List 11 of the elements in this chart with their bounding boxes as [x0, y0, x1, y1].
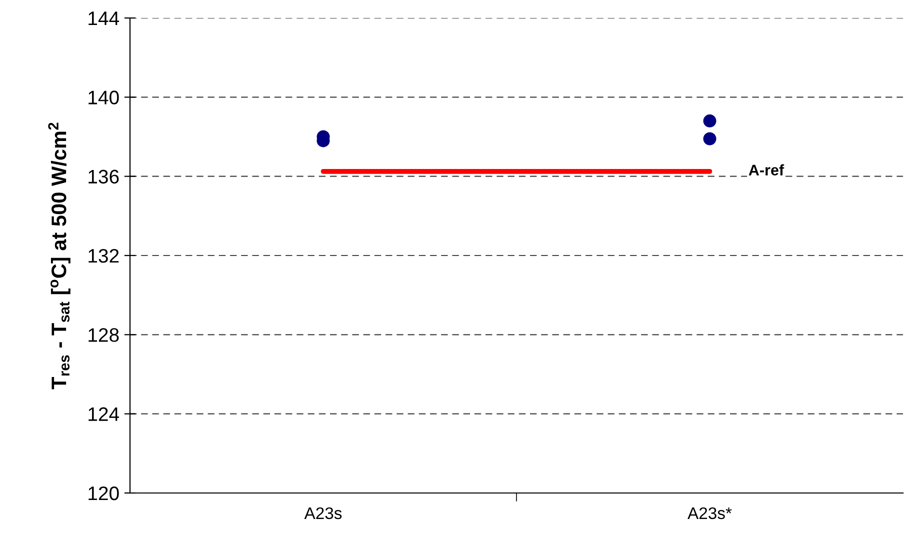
- y-tick-label: 132: [88, 248, 119, 263]
- y-tick-label: 124: [88, 407, 120, 421]
- y-tick-label: 120: [88, 486, 119, 500]
- y-tick-label: 136: [88, 170, 119, 184]
- x-tick-label: A23s*: [688, 507, 732, 520]
- y-tick-label: 144: [88, 12, 120, 26]
- text: A-ref: [748, 164, 784, 176]
- y-tick-label: 128: [88, 328, 119, 342]
- y-tick-label: 140: [88, 90, 119, 104]
- y-axis-title: T$_{res}$ - T$_{sat}$ [$^{o}$C] at 500 W/cm$^{2}$: [48, 122, 70, 390]
- x-tick-label: A23s: [304, 507, 342, 520]
